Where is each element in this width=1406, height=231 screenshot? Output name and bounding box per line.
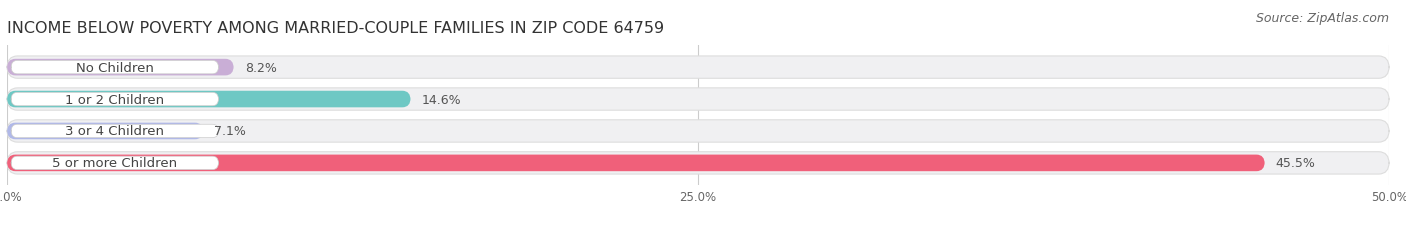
Text: 8.2%: 8.2% (245, 61, 277, 74)
FancyBboxPatch shape (7, 152, 1389, 174)
FancyBboxPatch shape (11, 157, 218, 170)
Text: 45.5%: 45.5% (1275, 157, 1316, 170)
FancyBboxPatch shape (7, 123, 204, 140)
Text: 3 or 4 Children: 3 or 4 Children (65, 125, 165, 138)
FancyBboxPatch shape (11, 61, 218, 74)
FancyBboxPatch shape (7, 60, 233, 76)
FancyBboxPatch shape (7, 120, 1389, 143)
Text: INCOME BELOW POVERTY AMONG MARRIED-COUPLE FAMILIES IN ZIP CODE 64759: INCOME BELOW POVERTY AMONG MARRIED-COUPL… (7, 20, 664, 35)
FancyBboxPatch shape (11, 125, 218, 138)
FancyBboxPatch shape (7, 155, 1265, 171)
FancyBboxPatch shape (7, 88, 1389, 111)
Text: 14.6%: 14.6% (422, 93, 461, 106)
FancyBboxPatch shape (7, 57, 1389, 79)
Text: 1 or 2 Children: 1 or 2 Children (65, 93, 165, 106)
Text: No Children: No Children (76, 61, 153, 74)
FancyBboxPatch shape (11, 93, 218, 106)
Text: 5 or more Children: 5 or more Children (52, 157, 177, 170)
Text: 7.1%: 7.1% (214, 125, 246, 138)
Text: Source: ZipAtlas.com: Source: ZipAtlas.com (1256, 12, 1389, 24)
FancyBboxPatch shape (7, 91, 411, 108)
